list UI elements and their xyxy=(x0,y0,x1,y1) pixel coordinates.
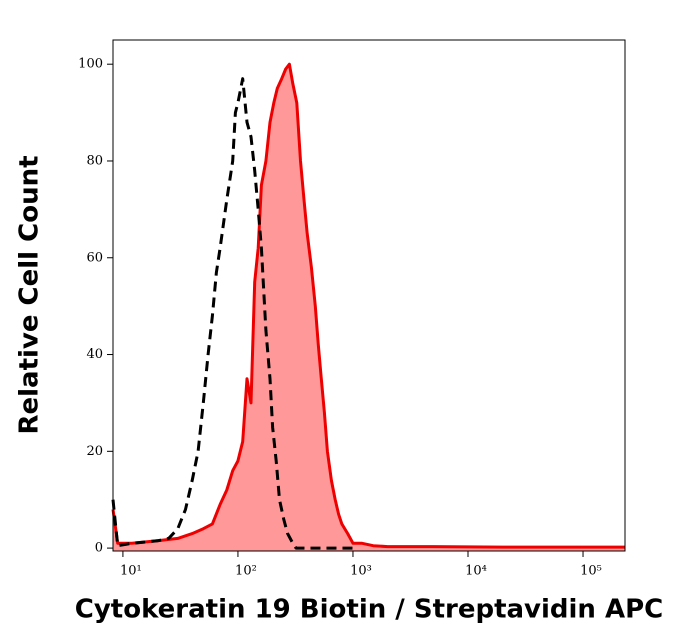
histogram-line xyxy=(111,62,625,549)
y-tick-label: 40 xyxy=(86,347,103,362)
x-axis-label: Cytokeratin 19 Biotin / Streptavidin APC xyxy=(75,595,664,625)
y-tick-label: 0 xyxy=(95,541,103,556)
y-axis-label: Relative Cell Count xyxy=(15,155,45,434)
x-tick-label: 10³ xyxy=(350,564,372,579)
x-tick-label: 10² xyxy=(235,564,257,579)
x-tick-label: 10⁵ xyxy=(580,564,602,579)
y-tick-label: 100 xyxy=(78,57,103,72)
y-tick-label: 20 xyxy=(86,444,103,459)
y-tick-label: 80 xyxy=(86,153,103,168)
plot-frame xyxy=(112,39,626,552)
x-tick-label: 10¹ xyxy=(120,564,142,579)
histogram-line xyxy=(111,77,353,550)
y-tick-label: 60 xyxy=(86,250,103,265)
x-tick-label: 10⁴ xyxy=(465,564,487,579)
histogram-area xyxy=(113,64,625,551)
